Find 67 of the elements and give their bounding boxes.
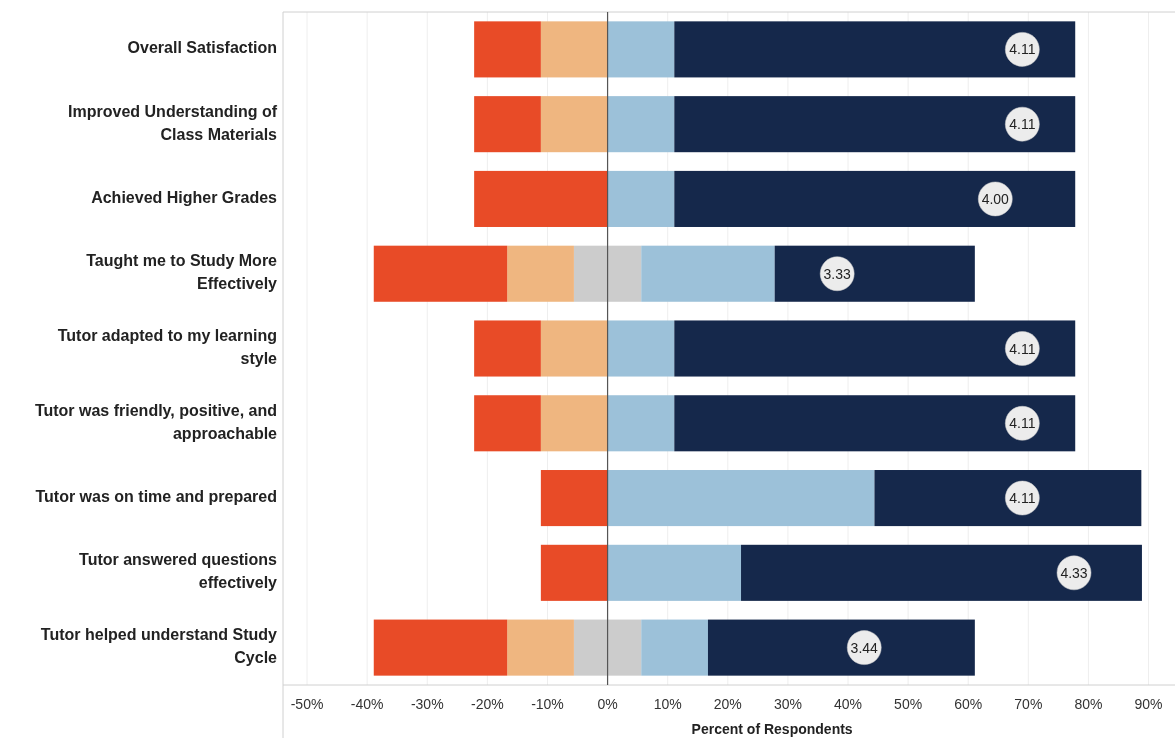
- y-tick-label: Tutor was on time and prepared: [35, 488, 277, 506]
- bar: [674, 96, 1076, 153]
- bar: [674, 320, 1076, 377]
- bar: [774, 245, 975, 302]
- annotation: 4.11: [1009, 116, 1036, 133]
- y-tick-label: Overall Satisfaction: [127, 39, 277, 57]
- bar: [474, 170, 608, 227]
- bar: [540, 544, 608, 601]
- bar: [373, 245, 508, 302]
- x-axis-title: Percent of Respondents: [691, 721, 853, 737]
- bar: [507, 245, 574, 302]
- y-tick-label: Improved Understanding of Class Materials: [68, 102, 278, 143]
- x-tick-label: 40%: [834, 696, 863, 712]
- bar: [507, 619, 574, 676]
- bar: [474, 320, 541, 377]
- annotation: 4.33: [1060, 564, 1088, 581]
- bar: [607, 170, 675, 227]
- x-tick-label: 0%: [597, 696, 618, 712]
- bar: [607, 320, 675, 377]
- x-tick-label: 90%: [1134, 696, 1163, 712]
- bar: [674, 395, 1076, 452]
- annotation: 3.44: [850, 639, 879, 656]
- annotation: 3.33: [823, 265, 852, 282]
- bar: [474, 21, 541, 78]
- bar: [674, 21, 1076, 78]
- bar: [641, 245, 775, 302]
- x-tick-label: 50%: [894, 696, 923, 712]
- y-tick-label: Tutor adapted to my learning style: [57, 327, 278, 368]
- bar: [741, 544, 1142, 601]
- bar: [540, 320, 608, 377]
- y-tick-label: Tutor was friendly, positive, and approachable: [34, 402, 278, 443]
- bar: [607, 470, 875, 527]
- x-tick-label: 80%: [1074, 696, 1103, 712]
- bar: [474, 96, 541, 153]
- annotation: 4.00: [981, 190, 1010, 207]
- bar: [373, 619, 508, 676]
- x-tick-label: -10%: [531, 696, 564, 712]
- y-tick-label: Tutor helped understand Study Cycle: [40, 626, 278, 667]
- bar: [540, 470, 608, 527]
- bar: [707, 619, 975, 676]
- bar: [674, 170, 1076, 227]
- y-tick-label: Tutor answered questions effectively: [79, 551, 278, 592]
- annotation: 4.11: [1009, 41, 1036, 58]
- x-tick-label: 60%: [954, 696, 983, 712]
- x-tick-label: 30%: [773, 696, 802, 712]
- bar: [874, 470, 1142, 527]
- x-tick-label: 20%: [713, 696, 742, 712]
- bar: [540, 96, 608, 153]
- annotation: 4.11: [1009, 415, 1036, 432]
- x-tick-label: -50%: [290, 696, 324, 712]
- y-tick-label: Taught me to Study More Effectively: [86, 252, 278, 293]
- bar: [641, 619, 708, 676]
- x-tick-label: -40%: [350, 696, 384, 712]
- x-tick-label: 70%: [1014, 696, 1043, 712]
- bar: [607, 395, 675, 452]
- annotation: 4.11: [1009, 490, 1036, 507]
- bar: [607, 96, 675, 153]
- bar: [474, 395, 541, 452]
- x-tick-label: 10%: [653, 696, 682, 712]
- x-tick-label: -30%: [410, 696, 444, 712]
- x-tick-label: -20%: [471, 696, 504, 712]
- bar: [607, 21, 675, 78]
- annotation: 4.11: [1009, 340, 1036, 357]
- bar: [540, 21, 608, 78]
- y-tick-label: Achieved Higher Grades: [91, 189, 278, 207]
- bar: [607, 544, 742, 601]
- bar: [540, 395, 608, 452]
